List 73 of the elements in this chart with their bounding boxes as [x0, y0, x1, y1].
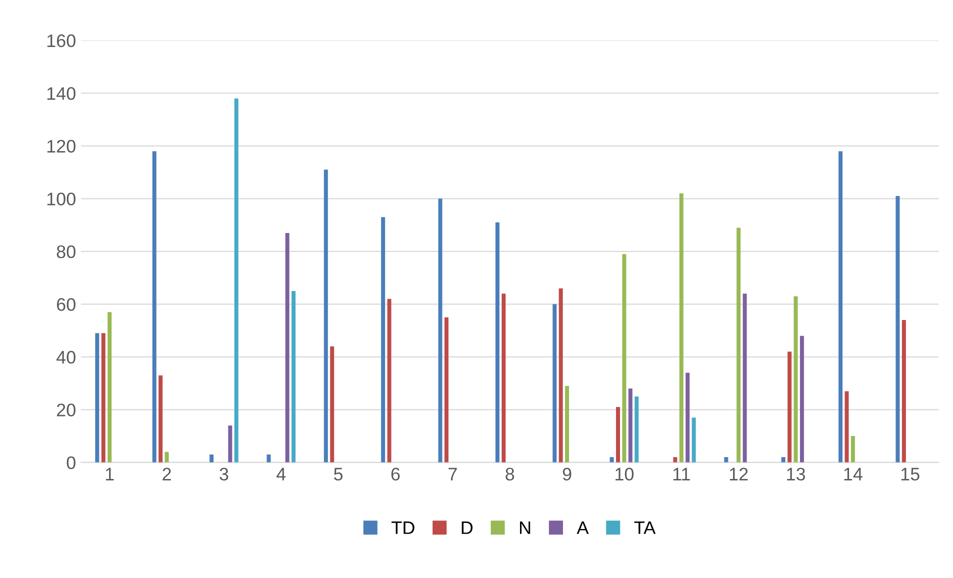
- bar: [438, 198, 442, 462]
- legend-label: A: [576, 522, 589, 534]
- bar: [610, 457, 614, 462]
- bar: [794, 296, 798, 462]
- bar: [781, 457, 786, 462]
- bar: [266, 454, 271, 462]
- bar: [108, 312, 112, 462]
- bar: [152, 151, 156, 462]
- legend-label: TD: [392, 522, 414, 534]
- bar: [234, 98, 238, 462]
- bar: [101, 333, 106, 462]
- y-tick-label: 20: [56, 404, 76, 416]
- x-tick-label: 11: [673, 468, 690, 480]
- y-tick-label: 100: [47, 192, 76, 206]
- bar: [387, 298, 392, 462]
- bar: [800, 336, 804, 462]
- x-tick-label: 8: [506, 468, 514, 481]
- x-tick-label: 2: [162, 468, 171, 480]
- bar: [724, 457, 728, 462]
- legend-label: TA: [634, 522, 656, 534]
- bar: [558, 288, 563, 462]
- x-tick-label: 13: [787, 468, 806, 481]
- x-tick-label: 5: [334, 468, 343, 481]
- y-tick-label: 160: [47, 34, 76, 48]
- x-tick-label: 12: [730, 468, 748, 480]
- bar: [736, 228, 741, 462]
- bar: [628, 388, 632, 462]
- bar: [210, 454, 214, 462]
- bar: [896, 196, 900, 462]
- bar: [292, 290, 296, 462]
- bar: [95, 333, 100, 462]
- x-tick-label: 10: [616, 468, 634, 481]
- bar: [565, 386, 570, 462]
- bar: [552, 304, 557, 462]
- bar: [850, 436, 855, 462]
- bar: [444, 317, 448, 462]
- bar: [616, 407, 620, 462]
- y-tick-label: 140: [47, 87, 76, 100]
- bar: [679, 193, 684, 462]
- x-tick-label: 3: [220, 468, 228, 481]
- bar: [902, 320, 906, 462]
- legend-label: D: [462, 522, 473, 534]
- x-tick-label: 1: [106, 468, 114, 480]
- bar: [381, 217, 386, 462]
- bar: [838, 151, 843, 462]
- legend-label: N: [520, 522, 530, 534]
- x-tick-label: 7: [448, 468, 457, 480]
- bar: [673, 457, 678, 462]
- bar: [686, 372, 690, 462]
- bar: [164, 452, 169, 462]
- bar: [285, 232, 290, 462]
- bar: [502, 294, 506, 462]
- y-tick-label: 0: [66, 456, 76, 470]
- bar: [622, 254, 626, 462]
- bar: [742, 294, 747, 462]
- bar: [495, 222, 500, 462]
- x-tick-label: 6: [391, 468, 400, 481]
- y-tick-label: 60: [56, 298, 76, 311]
- y-tick-label: 40: [56, 350, 76, 364]
- bar: [158, 375, 163, 462]
- x-tick-label: 14: [844, 468, 862, 480]
- bar: [330, 346, 334, 462]
- y-tick-label: 80: [56, 245, 76, 258]
- bar: [634, 396, 639, 462]
- x-tick-label: 4: [276, 468, 286, 480]
- bar: [844, 391, 849, 462]
- x-tick-label: 15: [901, 468, 920, 481]
- bar: [692, 418, 696, 462]
- x-tick-label: 9: [562, 468, 572, 481]
- bar: [324, 170, 328, 462]
- bar: [228, 425, 232, 462]
- bar: [788, 352, 792, 462]
- y-tick-label: 120: [47, 140, 76, 153]
